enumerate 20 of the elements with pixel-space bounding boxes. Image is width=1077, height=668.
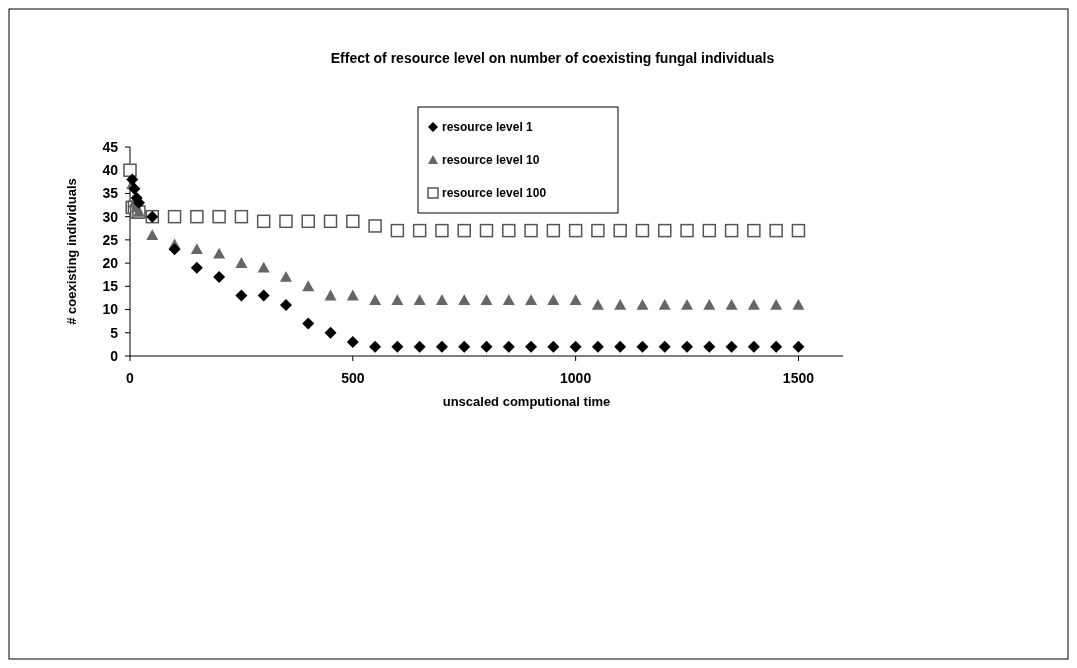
x-tick-label: 1000 xyxy=(560,370,592,386)
y-tick-label: 0 xyxy=(110,347,119,364)
y-axis-title: # coexisting individuals xyxy=(64,178,79,325)
x-axis-title: unscaled computional time xyxy=(442,394,611,409)
y-tick-label: 45 xyxy=(102,138,119,155)
x-tick-label: 500 xyxy=(341,370,365,386)
y-tick-label: 25 xyxy=(102,231,119,248)
y-tick-label: 30 xyxy=(102,208,119,225)
legend-label: resource level 100 xyxy=(442,186,547,201)
y-tick-label: 5 xyxy=(110,324,119,341)
y-tick-label: 20 xyxy=(102,255,119,272)
y-tick-label: 10 xyxy=(102,301,119,318)
x-tick-label: 1500 xyxy=(782,370,815,386)
y-tick-label: 35 xyxy=(102,185,119,202)
legend-label: resource level 1 xyxy=(442,120,534,135)
y-tick-label: 15 xyxy=(102,278,119,295)
y-tick-label: 40 xyxy=(102,162,119,179)
chart-title: Effect of resource level on number of coexisting fungal individuals xyxy=(330,50,775,66)
legend-label: resource level 10 xyxy=(442,153,540,168)
x-tick-label: 0 xyxy=(126,370,135,386)
